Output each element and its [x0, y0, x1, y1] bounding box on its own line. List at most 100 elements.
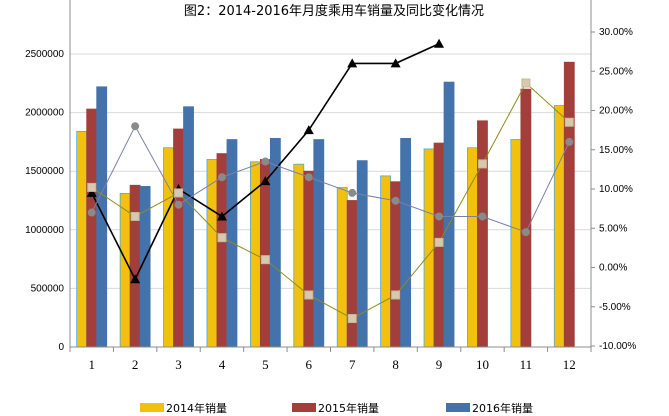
bar-1-3: [163, 147, 174, 348]
right-tick-label: 5.00%: [599, 223, 627, 234]
left-tick-label: 2500000: [25, 49, 64, 60]
bar-3-8: [400, 137, 412, 348]
point-triangle: [216, 211, 227, 221]
point-square: [130, 211, 140, 221]
x-tick-label: 7: [349, 357, 356, 372]
bars: [76, 61, 575, 348]
left-tick-label: 500000: [31, 283, 65, 294]
point-circle: [87, 208, 96, 217]
point-circle: [174, 200, 183, 209]
bar-2-12: [563, 61, 575, 348]
bar-2-11: [520, 88, 532, 348]
x-tick-label: 4: [219, 357, 226, 372]
x-tick-label: 8: [392, 357, 399, 372]
bar-1-4: [206, 159, 218, 348]
point-square: [347, 314, 357, 324]
bar-2-7: [346, 200, 358, 348]
bar-2-4: [216, 153, 228, 348]
x-tick-label: 1: [88, 357, 95, 372]
bar-1-6: [293, 163, 305, 348]
point-square: [304, 290, 314, 300]
right-tick-label: -10.00%: [599, 341, 636, 352]
point-square: [87, 182, 97, 192]
point-triangle: [347, 58, 358, 68]
right-tick-label: 15.00%: [599, 145, 633, 156]
point-square: [564, 117, 574, 127]
bar-3-3: [183, 106, 194, 348]
left-tick-label: 1500000: [25, 166, 64, 177]
bar-1-7: [336, 187, 348, 348]
x-tick-label: 3: [175, 357, 182, 372]
point-circle: [217, 173, 226, 182]
point-circle: [565, 137, 574, 146]
point-circle: [478, 212, 487, 221]
right-tick-label: 0.00%: [599, 263, 627, 274]
legend-label-3: 2016年销量: [472, 401, 533, 415]
point-circle: [391, 196, 400, 205]
point-square: [174, 188, 184, 198]
bar-1-1: [76, 130, 88, 348]
point-triangle: [303, 125, 314, 135]
bar-1-2: [119, 193, 131, 348]
lines: [86, 38, 574, 324]
x-tick-label: 2: [132, 357, 139, 372]
right-tick-label: 10.00%: [599, 184, 633, 195]
bar-2-10: [477, 120, 488, 348]
x-tick-label: 9: [436, 357, 443, 372]
point-circle: [521, 228, 530, 237]
axes: 0 500000 1000000 1500000 2000000 2500000 -10.0…: [25, 0, 636, 372]
bar-2-8: [390, 181, 402, 348]
right-tick-label: 25.00%: [599, 66, 633, 77]
right-tick-label: 20.00%: [599, 106, 633, 117]
point-square: [521, 78, 531, 88]
point-square: [477, 159, 487, 169]
x-tick-label: 11: [520, 357, 533, 372]
grid: [70, 53, 591, 289]
legend-swatch-2: [292, 403, 316, 412]
point-circle: [131, 122, 140, 131]
left-tick-label: 0: [58, 342, 64, 353]
x-tick-label: 12: [563, 357, 576, 372]
x-tick-label: 10: [476, 357, 489, 372]
bar-1-9: [423, 148, 435, 348]
bar-3-7: [356, 160, 368, 348]
left-tick-label: 2000000: [25, 108, 64, 119]
legend-swatch-1: [140, 403, 164, 412]
left-tick-label: 1000000: [25, 225, 64, 236]
bar-3-9: [443, 81, 455, 348]
line-series-3: [91, 82, 570, 320]
bar-3-1: [96, 86, 108, 348]
bar-1-12: [553, 105, 565, 348]
point-circle: [435, 212, 444, 221]
bar-2-1: [86, 108, 98, 348]
point-square: [434, 237, 444, 247]
bar-3-6: [313, 139, 325, 348]
point-triangle: [86, 187, 97, 197]
bar-2-6: [303, 170, 315, 348]
bar-1-10: [467, 147, 478, 348]
bar-1-8: [380, 175, 392, 348]
legend-swatch-3: [446, 403, 470, 412]
legend-label-2: 2015年销量: [318, 401, 379, 415]
point-triangle: [390, 58, 401, 68]
bar-2-2: [129, 184, 141, 348]
right-tick-label: 30.00%: [599, 27, 633, 38]
point-square: [217, 233, 227, 243]
point-circle: [348, 188, 357, 197]
legend: 2014年销量 2015年销量 2016年销量: [140, 401, 533, 415]
bar-1-11: [510, 139, 522, 348]
x-tick-label: 5: [262, 357, 269, 372]
line-series-2: [91, 125, 570, 233]
bar-2-3: [173, 128, 184, 348]
point-square: [391, 290, 401, 300]
point-triangle: [130, 274, 141, 284]
chart-title: 图2：2014-2016年月度乘用车销量及同比变化情况: [184, 3, 484, 19]
point-square: [260, 255, 270, 265]
point-triangle: [434, 38, 445, 48]
right-tick-label: -5.00%: [599, 302, 631, 313]
bar-2-5: [259, 159, 271, 348]
point-circle: [304, 173, 313, 182]
point-circle: [261, 157, 270, 166]
